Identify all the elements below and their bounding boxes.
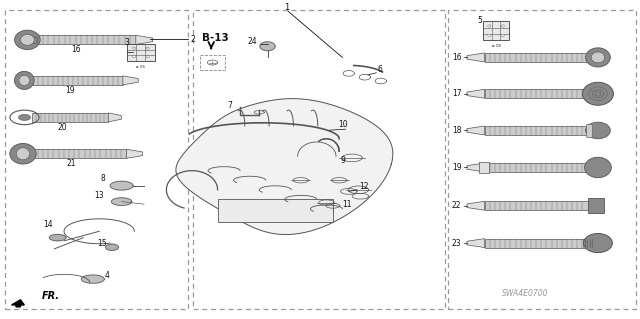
Bar — [484, 201, 588, 210]
Bar — [588, 198, 604, 213]
Polygon shape — [467, 126, 484, 135]
Text: 21: 21 — [67, 159, 76, 168]
Polygon shape — [111, 198, 132, 205]
Bar — [484, 163, 588, 172]
Text: 10: 10 — [338, 120, 348, 129]
Text: 6: 6 — [378, 65, 383, 74]
Text: 19: 19 — [452, 163, 461, 172]
Ellipse shape — [582, 82, 613, 105]
Ellipse shape — [20, 34, 35, 45]
Ellipse shape — [591, 52, 605, 63]
Text: 11: 11 — [342, 200, 352, 209]
Polygon shape — [110, 181, 133, 190]
Text: 7: 7 — [227, 101, 232, 110]
Polygon shape — [106, 244, 118, 250]
Ellipse shape — [15, 71, 34, 90]
Bar — [33, 76, 123, 85]
Bar — [484, 239, 588, 248]
Ellipse shape — [488, 34, 491, 36]
Text: 23: 23 — [452, 239, 461, 248]
Polygon shape — [12, 300, 24, 307]
Bar — [200, 55, 225, 70]
Bar — [586, 124, 592, 137]
Bar — [484, 53, 588, 62]
Text: 18: 18 — [452, 126, 461, 135]
Text: 4: 4 — [104, 271, 109, 280]
Text: 16: 16 — [70, 45, 81, 54]
Bar — [5, 10, 188, 309]
Text: 8: 8 — [101, 174, 106, 183]
Polygon shape — [81, 275, 104, 283]
Bar — [448, 10, 636, 309]
Polygon shape — [467, 89, 484, 98]
Polygon shape — [136, 35, 153, 44]
Text: ø 15: ø 15 — [136, 64, 145, 69]
Ellipse shape — [584, 157, 611, 178]
Text: ø 19: ø 19 — [492, 44, 500, 48]
Text: 9: 9 — [340, 156, 346, 165]
Ellipse shape — [146, 56, 149, 57]
Bar — [479, 162, 489, 173]
Polygon shape — [123, 76, 138, 85]
Ellipse shape — [19, 75, 29, 85]
Text: SWA4E0700: SWA4E0700 — [502, 289, 548, 298]
Text: FR.: FR. — [42, 291, 60, 301]
Text: 2: 2 — [191, 35, 195, 44]
Polygon shape — [467, 239, 484, 248]
Ellipse shape — [15, 30, 40, 49]
Ellipse shape — [501, 25, 504, 27]
Bar — [28, 37, 37, 43]
Text: 12: 12 — [360, 182, 369, 191]
Ellipse shape — [19, 115, 31, 121]
Polygon shape — [467, 53, 484, 62]
Ellipse shape — [586, 122, 611, 139]
Text: 17: 17 — [452, 89, 461, 98]
Text: 14: 14 — [44, 220, 53, 229]
Polygon shape — [108, 113, 122, 122]
Bar — [218, 199, 333, 222]
Bar — [484, 126, 588, 135]
Ellipse shape — [586, 48, 611, 67]
Bar — [193, 10, 445, 309]
Ellipse shape — [146, 47, 149, 49]
Text: 15: 15 — [97, 239, 108, 248]
Text: 24: 24 — [248, 37, 257, 46]
Bar — [33, 149, 127, 158]
Polygon shape — [467, 201, 484, 210]
Text: 19: 19 — [65, 86, 76, 95]
Text: 5: 5 — [477, 16, 482, 25]
Polygon shape — [176, 99, 393, 234]
Text: 20: 20 — [58, 122, 68, 131]
Text: 16: 16 — [452, 53, 461, 62]
Polygon shape — [127, 149, 143, 158]
Text: 22: 22 — [452, 201, 461, 210]
Bar — [484, 89, 588, 98]
Text: 3: 3 — [124, 38, 129, 47]
Bar — [37, 35, 136, 44]
Ellipse shape — [132, 47, 136, 49]
Text: B-13: B-13 — [202, 33, 228, 43]
Ellipse shape — [17, 148, 29, 160]
Text: 13: 13 — [95, 191, 104, 200]
Bar — [483, 21, 509, 40]
Polygon shape — [260, 42, 275, 51]
Ellipse shape — [584, 234, 612, 253]
Ellipse shape — [501, 34, 504, 36]
Ellipse shape — [10, 144, 36, 164]
Ellipse shape — [488, 25, 491, 27]
Bar — [32, 113, 108, 122]
Polygon shape — [49, 234, 66, 241]
Bar — [127, 44, 155, 61]
Polygon shape — [467, 163, 484, 172]
Ellipse shape — [132, 56, 136, 57]
Text: 1: 1 — [284, 3, 289, 11]
